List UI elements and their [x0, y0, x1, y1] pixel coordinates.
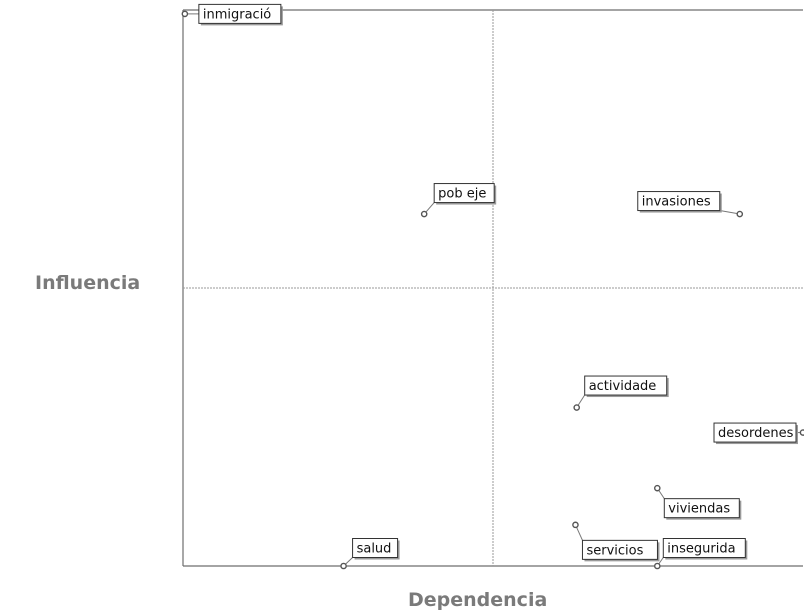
point-salud — [340, 562, 347, 570]
label-box-actividade — [584, 375, 668, 396]
point-label-desordenes: desordenes — [718, 426, 794, 441]
point-label-inmigraci-: inmigració — [203, 7, 271, 22]
point-label-pob-eje: pob eje — [438, 187, 486, 202]
label-box-pob-eje — [433, 183, 495, 204]
point-servicios — [572, 521, 579, 529]
label-box-salud — [352, 538, 399, 558]
leader-line-invasiones — [719, 210, 740, 215]
point-pob-eje — [420, 210, 428, 218]
y-axis-label: Influencia — [35, 272, 141, 294]
label-box-inseguridad — [662, 538, 746, 558]
point-label-viviendas: viviendas — [668, 502, 730, 517]
point-label-actividade: actividade — [589, 379, 657, 394]
point-inmigraci- — [181, 10, 189, 18]
label-box-servicios — [581, 539, 658, 560]
label-box-viviendas — [663, 498, 740, 519]
point-invasiones — [736, 210, 744, 218]
label-box-desordenes — [713, 422, 797, 443]
point-viviendas — [654, 484, 661, 492]
point-label-salud: salud — [357, 542, 392, 557]
label-box-inmigraci- — [198, 3, 282, 24]
x-axis-label: Dependencia — [408, 589, 548, 611]
point-label-inseguridad: insegurida — [667, 542, 735, 557]
point-label-servicios: servicios — [586, 543, 643, 558]
point-actividade — [573, 404, 581, 411]
point-label-invasiones: invasiones — [642, 195, 711, 210]
label-box-invasiones — [637, 191, 721, 212]
point-inseguridad — [654, 562, 661, 570]
point-desordenes — [799, 429, 804, 436]
